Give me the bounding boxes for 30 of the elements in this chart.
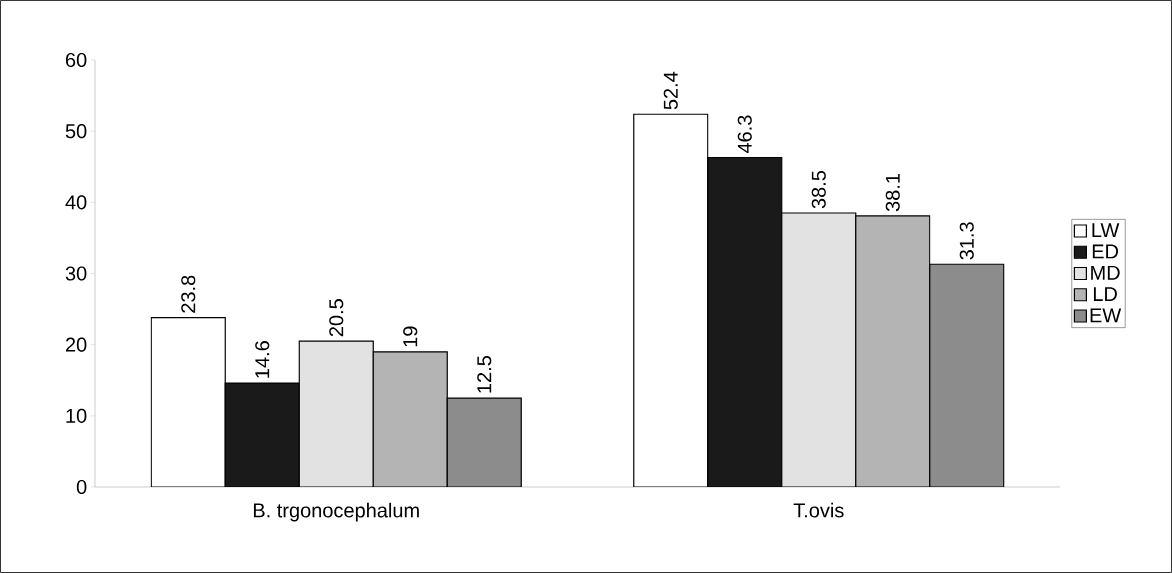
legend-label: LW xyxy=(1092,223,1120,238)
y-tick-label: 0 xyxy=(76,479,87,495)
y-tick-label: 10 xyxy=(66,408,87,423)
y-tick-label: 50 xyxy=(65,124,87,139)
bar xyxy=(707,156,783,487)
data-label: 52.4 xyxy=(663,71,678,110)
data-label: 46.3 xyxy=(737,115,752,154)
data-label: 38.1 xyxy=(885,173,900,212)
bar xyxy=(781,212,857,487)
bar xyxy=(855,215,931,487)
x-tick-label: B. trgonocephalum xyxy=(253,502,419,522)
data-label: 14.6 xyxy=(255,341,270,378)
y-tick-label: 20 xyxy=(65,337,87,352)
bar xyxy=(372,351,448,487)
data-label: 23.8 xyxy=(181,275,196,313)
legend-label: EW xyxy=(1090,308,1122,323)
data-label: 19 xyxy=(403,326,418,347)
data-label: 38.5 xyxy=(811,170,826,209)
y-tick-label: 40 xyxy=(65,195,87,210)
bar xyxy=(224,382,300,487)
legend-label: ED xyxy=(1092,244,1119,259)
bar xyxy=(298,340,374,487)
data-label: 31.3 xyxy=(959,222,974,260)
data-label: 12.5 xyxy=(477,356,492,393)
legend-label: MD xyxy=(1091,265,1120,280)
data-label: 20.5 xyxy=(329,299,344,337)
legend-label: LD xyxy=(1093,287,1117,301)
x-tick-label: T.ovis xyxy=(793,502,844,518)
y-tick-label: 30 xyxy=(65,266,87,281)
y-tick-label: 60 xyxy=(65,52,87,68)
